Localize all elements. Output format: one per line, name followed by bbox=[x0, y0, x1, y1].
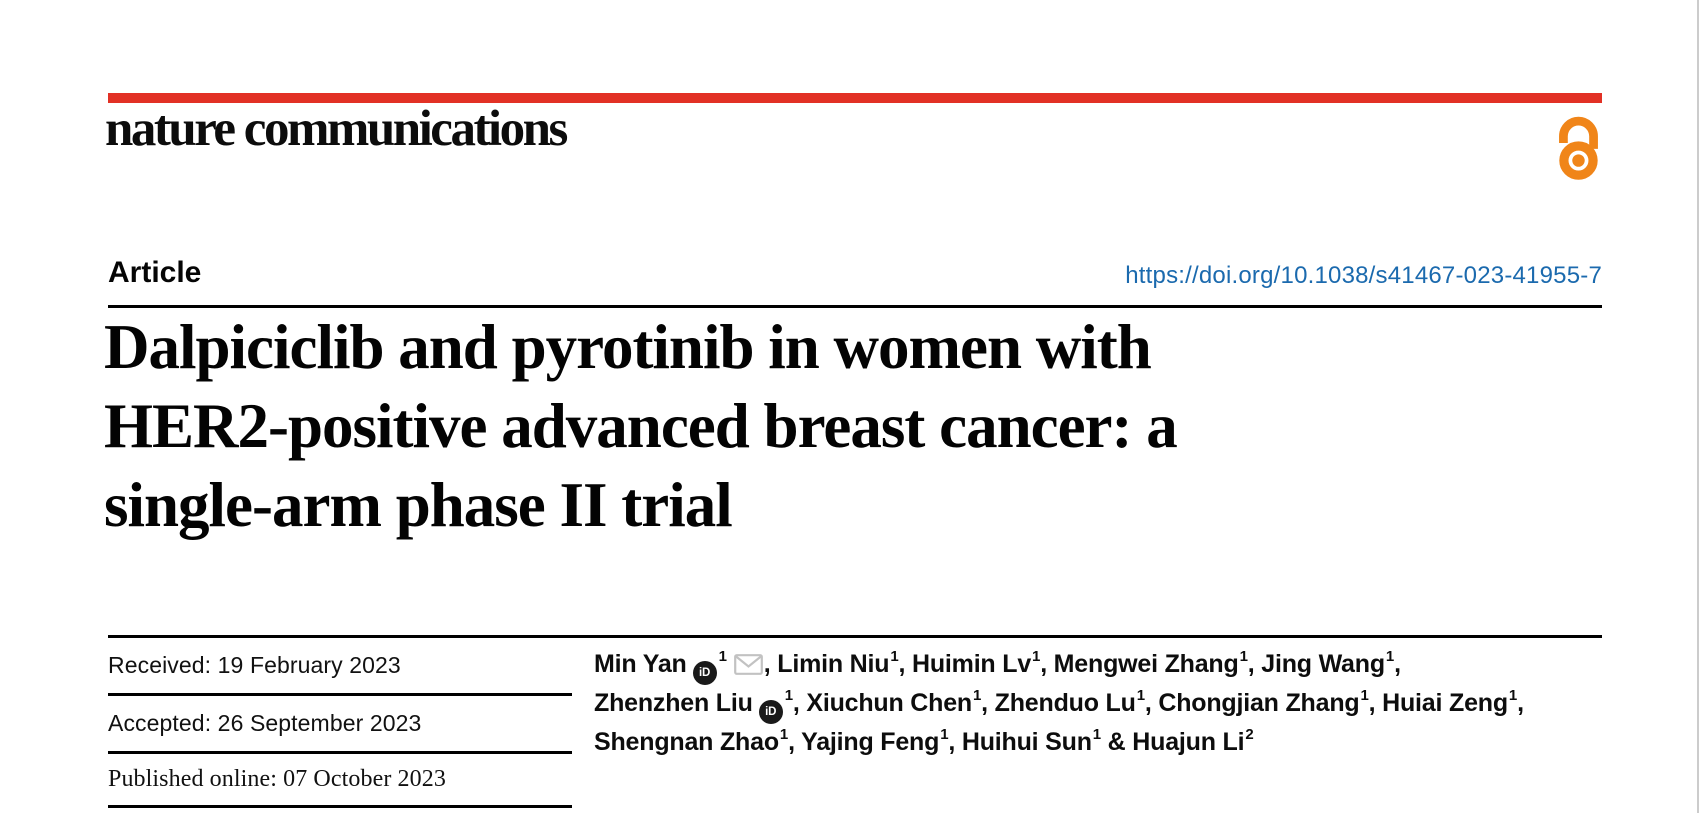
received-date-row: Received: 19 February 2023 bbox=[108, 638, 572, 696]
affiliation-superscript: 1 bbox=[890, 647, 899, 665]
dates-column: Received: 19 February 2023 Accepted: 26 … bbox=[108, 638, 572, 808]
orcid-icon[interactable]: iD bbox=[692, 661, 717, 685]
received-date: Received: 19 February 2023 bbox=[108, 652, 401, 678]
accepted-date: Accepted: 26 September 2023 bbox=[108, 710, 422, 736]
author-line: Min Yan iD1 , Limin Niu1, Huimin Lv1, Men… bbox=[594, 646, 1634, 685]
title-line-1: Dalpiciclib and pyrotinib in women with bbox=[104, 312, 1152, 382]
journal-logo: nature communications bbox=[105, 101, 568, 157]
published-date: Published online: 07 October 2023 bbox=[108, 766, 446, 792]
accepted-date-row: Accepted: 26 September 2023 bbox=[108, 696, 572, 754]
header-divider bbox=[108, 305, 1602, 308]
affiliation-superscript: 1 bbox=[1092, 725, 1101, 743]
affiliation-superscript: 1 bbox=[779, 725, 789, 743]
affiliation-superscript: 1 bbox=[1360, 686, 1369, 704]
title-divider bbox=[108, 635, 1602, 638]
author-list: Min Yan iD1 , Limin Niu1, Huimin Lv1, Men… bbox=[594, 646, 1634, 760]
affiliation-superscript: 1 bbox=[1385, 647, 1395, 665]
published-date-row: Published online: 07 October 2023 bbox=[108, 754, 572, 808]
affiliation-superscript: 1 bbox=[1239, 647, 1248, 665]
affiliation-superscript: 1 bbox=[940, 725, 949, 743]
email-icon[interactable] bbox=[733, 654, 763, 675]
title-line-3: single-arm phase II trial bbox=[104, 470, 733, 540]
brand-red-bar bbox=[108, 93, 1602, 103]
affiliation-superscript: 1 bbox=[1032, 647, 1041, 665]
affiliation-superscript: 1 bbox=[718, 647, 727, 665]
author-line: Shengnan Zhao1, Yajing Feng1, Huihui Sun… bbox=[594, 725, 1254, 756]
affiliation-superscript: 1 bbox=[1136, 686, 1145, 704]
open-access-icon bbox=[1559, 116, 1598, 180]
affiliation-superscript: 1 bbox=[784, 686, 793, 704]
page-edge-divider bbox=[1697, 0, 1699, 813]
article-type-label: Article bbox=[108, 256, 202, 289]
affiliation-superscript: 1 bbox=[1508, 686, 1518, 704]
orcid-icon[interactable]: iD bbox=[758, 700, 783, 724]
doi-link[interactable]: https://doi.org/10.1038/s41467-023-41955… bbox=[1125, 262, 1602, 289]
title-line-2: HER2-positive advanced breast cancer: a bbox=[104, 391, 1178, 461]
affiliation-superscript: 2 bbox=[1245, 725, 1254, 743]
doi-row: https://doi.org/10.1038/s41467-023-41955… bbox=[108, 262, 1602, 290]
author-line: Zhenzhen Liu iD1, Xiuchun Chen1, Zhenduo … bbox=[594, 685, 1634, 724]
affiliation-superscript: 1 bbox=[973, 686, 982, 704]
article-title: Dalpiciclib and pyrotinib in women with … bbox=[104, 308, 1178, 545]
